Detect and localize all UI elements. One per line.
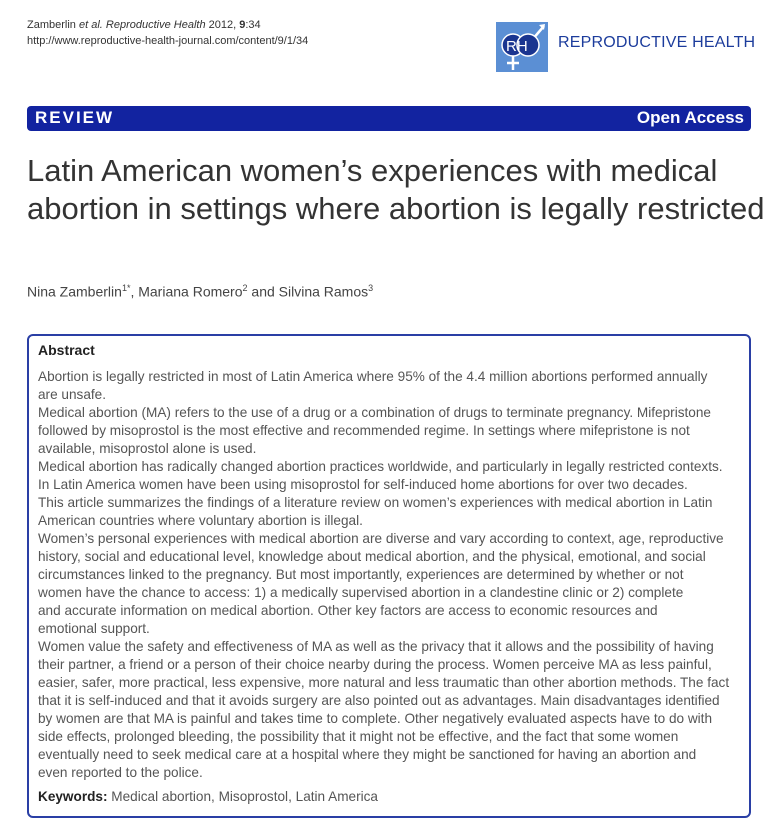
abstract-line: easier, safer, more practical, less expe…: [38, 675, 730, 690]
abstract-box: Abstract Abortion is legally restricted …: [27, 334, 751, 818]
keywords-label: Keywords:: [38, 789, 108, 804]
abstract-line: circumstances linked to the pregnancy. B…: [38, 567, 684, 582]
logo-text: RH: [506, 38, 528, 55]
abstract-line: emotional support.: [38, 621, 150, 636]
abstract-line: side effects, prolonged bleeding, the po…: [38, 729, 679, 744]
author-affiliation: 2: [242, 283, 248, 293]
keywords: Keywords: Medical abortion, Misoprostol,…: [38, 788, 729, 806]
abstract-line: women have the chance to access: 1) a me…: [38, 585, 684, 600]
article-type-banner: REVIEW Open Access: [27, 106, 751, 131]
author-affiliation: 1*: [121, 283, 131, 293]
keywords-value: Medical abortion, Misoprostol, Latin Ame…: [111, 789, 378, 804]
author: Silvina Ramos: [278, 283, 369, 300]
journal-logo: RH: [496, 22, 548, 72]
abstract-line: Abortion is legally restricted in most o…: [38, 369, 708, 384]
abstract-line: followed by misoprostol is the most effe…: [38, 423, 690, 438]
citation-year: 2012,: [208, 19, 237, 31]
abstract-line: by women are that MA is painful and take…: [38, 711, 713, 726]
author: Mariana Romero: [138, 283, 243, 300]
author: Nina Zamberlin: [27, 283, 122, 300]
citation-article: :34: [245, 19, 261, 31]
journal-name: REPRODUCTIVE HEALTH: [558, 34, 756, 51]
abstract-line: Women’s personal experiences with medica…: [38, 531, 724, 546]
author-list: Nina Zamberlin1*, Mariana Romero2 and Si…: [27, 283, 373, 300]
abstract-line: their partner, a friend or a person of t…: [38, 657, 712, 672]
citation: Zamberlin et al. Reproductive Health 201…: [27, 17, 308, 49]
abstract-line: Medical abortion has radically changed a…: [38, 459, 723, 474]
abstract-line: American countries where voluntary abort…: [38, 513, 363, 528]
abstract-line: In Latin America women have been using m…: [38, 477, 688, 492]
abstract-line: This article summarizes the findings of …: [38, 495, 713, 510]
abstract-line: and accurate information on medical abor…: [38, 603, 658, 618]
article-type: REVIEW: [35, 108, 115, 127]
author-affiliation: 3: [368, 283, 374, 293]
abstract-line: available, misoprostol alone is used.: [38, 441, 257, 456]
abstract-line: are unsafe.: [38, 387, 107, 402]
article-url[interactable]: http://www.reproductive-health-journal.c…: [27, 35, 309, 47]
citation-authors: Zamberlin: [27, 19, 76, 31]
abstract-line: Medical abortion (MA) refers to the use …: [38, 405, 711, 420]
separator: ,: [130, 283, 139, 300]
abstract-line: history, social and educational level, k…: [38, 549, 706, 564]
abstract-line: eventually need to seek medical care at …: [38, 747, 697, 762]
open-access-label: Open Access: [636, 108, 744, 127]
citation-volume: 9: [239, 19, 246, 31]
abstract-line: Women value the safety and effectiveness…: [38, 639, 714, 654]
article-title: Latin American women’s experiences with …: [27, 153, 765, 226]
abstract-heading: Abstract: [38, 342, 95, 358]
separator: and: [247, 283, 279, 300]
abstract-line: that it is self-induced and that it avoi…: [38, 693, 720, 708]
citation-journal: Reproductive Health: [105, 19, 206, 31]
abstract-line: even reported to the police.: [38, 765, 203, 780]
citation-etal: et al.: [78, 19, 103, 31]
abstract-text: Abortion is legally restricted in most o…: [38, 368, 729, 806]
